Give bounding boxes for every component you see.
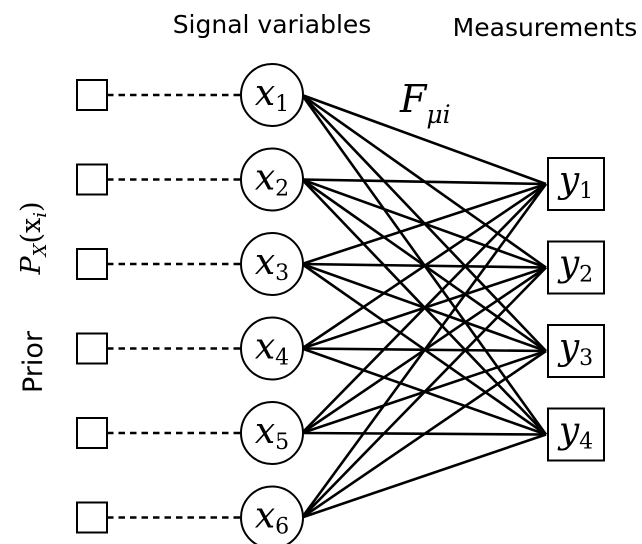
signal-node-x1: x1 (240, 63, 304, 127)
signal-variables-header: Signal variables (173, 10, 372, 39)
signal-node-label: x2 (255, 158, 289, 202)
prior-factor-3 (76, 248, 108, 280)
signal-node-label: x6 (255, 496, 289, 540)
edge-x2-y1 (301, 178, 547, 186)
measurement-node-y1: y1 (547, 157, 605, 211)
prior-factor-6 (76, 501, 108, 534)
prior-distribution-label: PX(xi) (16, 201, 51, 275)
prior-label: Prior (18, 330, 49, 393)
coupling-label: Fμi (399, 77, 451, 129)
edge-x5-y1 (301, 183, 547, 434)
prior-factor-1 (76, 79, 108, 111)
edge-x6-y2 (301, 266, 547, 519)
measurement-node-label: y3 (557, 327, 593, 371)
prior-factor-4 (76, 332, 108, 365)
signal-node-x6: x6 (240, 485, 304, 544)
signal-nodes-layer: x1 x2 x3 x4 x5 x6 (240, 63, 304, 544)
signal-node-circle (240, 63, 304, 127)
signal-node-x5: x5 (240, 401, 304, 465)
measurement-node-label: y4 (557, 411, 593, 455)
measurement-node-label: y2 (557, 244, 593, 288)
measurement-node-y2: y2 (547, 240, 605, 295)
edge-x6-y1 (300, 183, 548, 519)
signal-node-label: x1 (255, 73, 289, 117)
signal-node-circle (240, 232, 304, 296)
signal-node-x3: x3 (240, 232, 304, 296)
prior-layer (76, 79, 241, 534)
signal-node-x2: x2 (240, 147, 304, 212)
signal-node-circle (240, 147, 304, 212)
signal-node-circle (240, 316, 304, 381)
measurement-node-label: y1 (557, 160, 593, 204)
measurement-node-box (547, 324, 605, 378)
edge-x6-y4 (301, 433, 547, 519)
signal-node-label: x5 (255, 411, 289, 455)
signal-node-label: x3 (255, 242, 289, 286)
signal-node-x4: x4 (240, 316, 304, 381)
prior-factor-2 (76, 163, 108, 196)
measurement-node-y3: y3 (547, 324, 605, 378)
edge-x1-y1 (301, 93, 547, 186)
measurement-nodes-layer: y1 y2 y3 y4 (547, 157, 605, 462)
edge-x6-y3 (301, 349, 547, 519)
edge-x4-y1 (301, 182, 547, 350)
measurement-node-box (547, 407, 605, 462)
measurements-header: Measurements (453, 13, 638, 42)
signal-node-label: x4 (255, 327, 289, 371)
prior-factor-5 (76, 417, 108, 449)
measurement-node-box (547, 157, 605, 211)
edge-x3-y1 (301, 182, 547, 266)
edges-layer (300, 93, 548, 519)
measurement-node-box (547, 240, 605, 295)
measurement-node-y4: y4 (547, 407, 605, 462)
signal-node-circle (240, 401, 304, 465)
signal-node-circle (240, 485, 304, 544)
